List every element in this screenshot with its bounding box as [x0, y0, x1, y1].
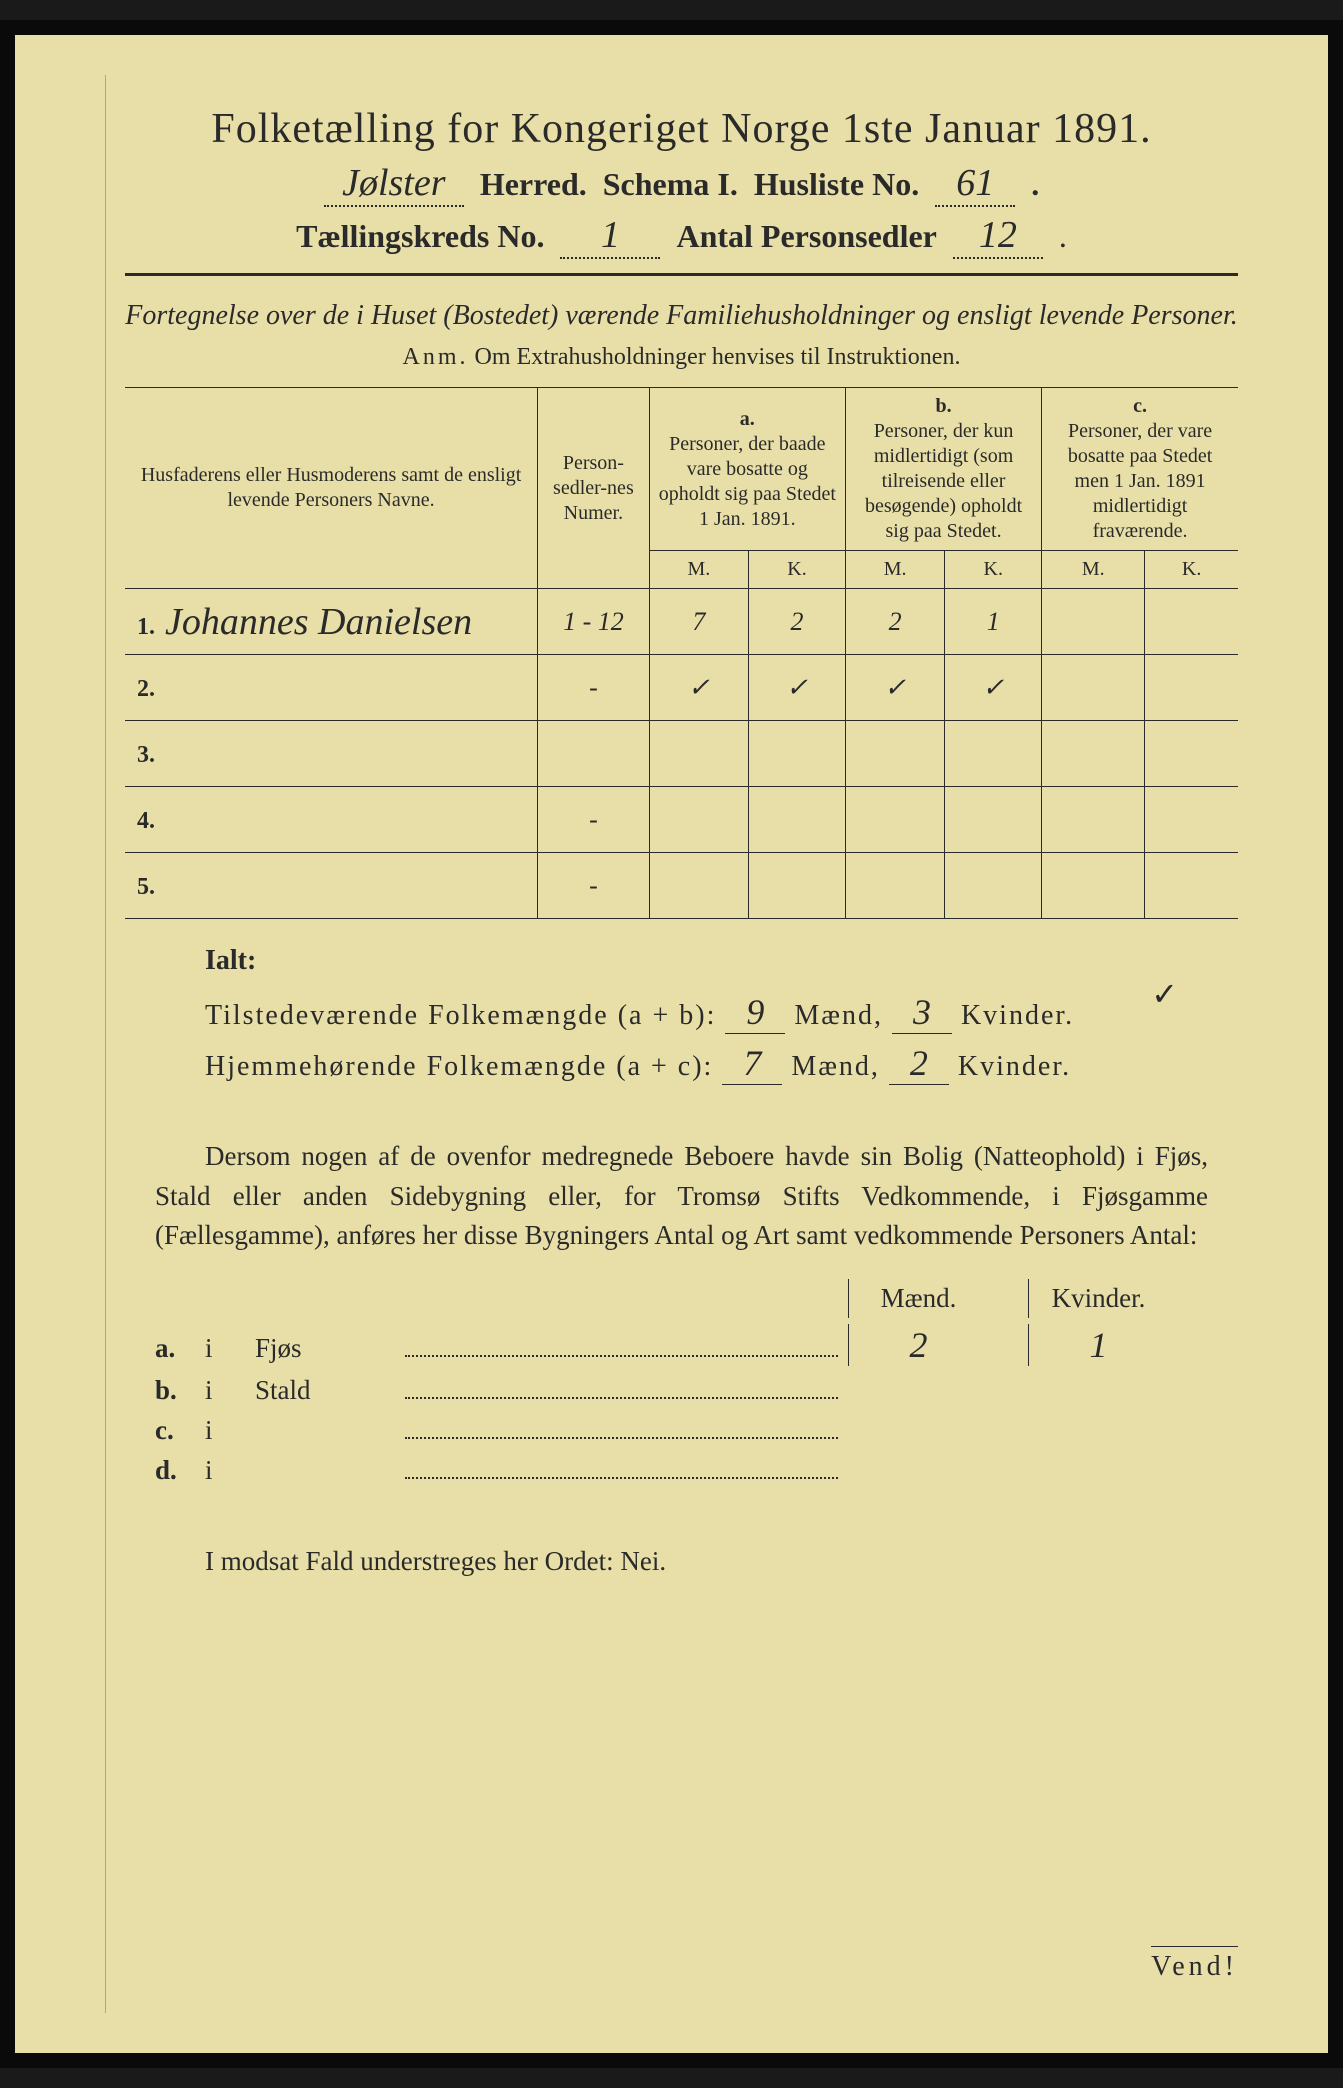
col-num: Person-sedler-nes Numer.: [538, 388, 650, 589]
table-row: 4.-: [125, 787, 1238, 853]
table-row: 2.-✓✓✓✓: [125, 655, 1238, 721]
totals-block: Ialt: Tilstedeværende Folkemængde (a + b…: [205, 945, 1238, 1085]
table-row: 1.Johannes Danielsen1 - 127221: [125, 589, 1238, 655]
ialt-1-m: 9: [725, 991, 785, 1034]
anm-note: Anm. Om Extrahusholdninger henvises til …: [125, 344, 1238, 371]
ialt-2-m: 7: [722, 1042, 782, 1085]
personsedler-label: Antal Personsedler: [676, 218, 936, 255]
col-a-k: K.: [749, 551, 846, 589]
col-a-m: M.: [649, 551, 748, 589]
buildings-block: Mænd. Kvinder. a.iFjøs21 b.iStald c.i d.i: [155, 1279, 1208, 1486]
buildings-header: Mænd. Kvinder.: [155, 1279, 1208, 1318]
schema-label: Schema I.: [603, 166, 738, 203]
ialt-2-k: 2: [889, 1042, 949, 1085]
ialt-1-k: 3: [892, 991, 952, 1034]
vend-label: Vend!: [1151, 1946, 1238, 1983]
personsedler-field: 12: [953, 213, 1043, 259]
header-row-1: Jølster Herred. Schema I. Husliste No. 6…: [125, 161, 1238, 207]
col-c: c. Personer, der vare bosatte paa Stedet…: [1042, 388, 1238, 551]
ialt-row-2: Hjemmehørende Folkemængde (a + c): 7 Mæn…: [205, 1042, 1238, 1085]
main-table: Husfaderens eller Husmoderens samt de en…: [125, 387, 1238, 919]
footer-line: I modsat Fald understreges her Ordet: Ne…: [205, 1546, 1208, 1577]
subtitle: Fortegnelse over de i Huset (Bostedet) v…: [125, 298, 1238, 334]
anm-label: Anm.: [403, 344, 469, 370]
col-a: a. Personer, der baade vare bosatte og o…: [649, 388, 845, 551]
kreds-field: 1: [560, 213, 660, 259]
divider: [125, 273, 1238, 276]
kreds-label: Tællingskreds No.: [296, 218, 544, 255]
col-c-m: M.: [1042, 551, 1145, 589]
bh-maend: Mænd.: [848, 1279, 988, 1318]
census-form-page: Folketælling for Kongeriget Norge 1ste J…: [0, 20, 1343, 2068]
herred-field: Jølster: [324, 161, 464, 207]
bh-kvinder: Kvinder.: [1028, 1279, 1168, 1318]
ialt-row-1: Tilstedeværende Folkemængde (a + b): 9 M…: [205, 991, 1238, 1034]
col-name: Husfaderens eller Husmoderens samt de en…: [125, 388, 538, 589]
table-row: 5.-: [125, 853, 1238, 919]
building-row: a.iFjøs21: [155, 1324, 1208, 1366]
building-row: c.i: [155, 1412, 1208, 1446]
col-b-m: M.: [845, 551, 944, 589]
col-c-k: K.: [1145, 551, 1238, 589]
herred-label: Herred.: [480, 166, 587, 203]
table-row: 3.: [125, 721, 1238, 787]
col-b: b. Personer, der kun midlertidigt (som t…: [845, 388, 1041, 551]
header-row-2: Tællingskreds No. 1 Antal Personsedler 1…: [125, 213, 1238, 259]
building-row: d.i: [155, 1452, 1208, 1486]
margin-checkmark: ✓: [1151, 975, 1178, 1013]
buildings-paragraph: Dersom nogen af de ovenfor medregnede Be…: [155, 1137, 1208, 1254]
husliste-field: 61: [935, 161, 1015, 207]
page-title: Folketælling for Kongeriget Norge 1ste J…: [125, 105, 1238, 153]
col-b-k: K.: [945, 551, 1042, 589]
anm-text: Om Extrahusholdninger henvises til Instr…: [475, 344, 961, 370]
building-row: b.iStald: [155, 1372, 1208, 1406]
husliste-label: Husliste No.: [754, 166, 919, 203]
ialt-title: Ialt:: [205, 945, 1238, 977]
